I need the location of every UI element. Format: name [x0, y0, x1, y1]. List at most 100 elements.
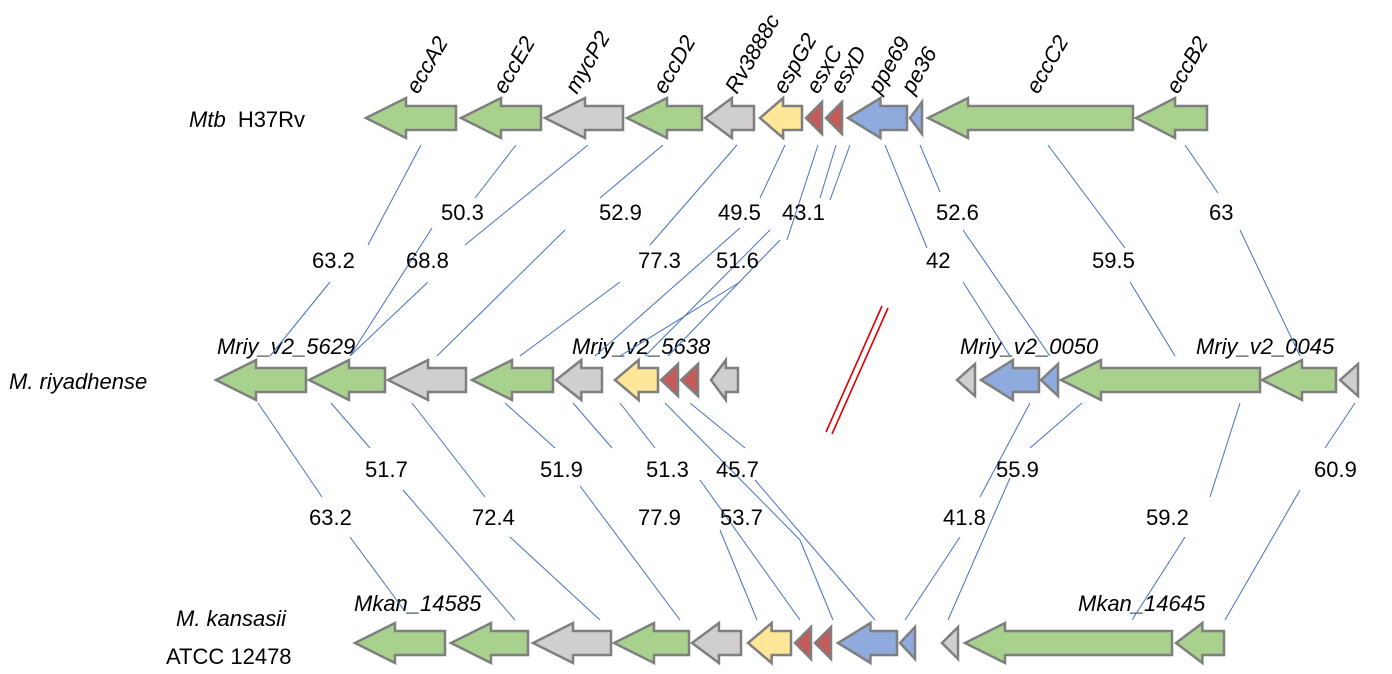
- connector-line: [689, 402, 746, 449]
- organism-label-kansasii: M. kansasii: [176, 606, 287, 631]
- gene-label-Mriy_v2_5638: Mriy_v2_5638: [572, 334, 711, 359]
- gene-arrow-riy-eccE2: [306, 357, 387, 403]
- connector-line: [1047, 144, 1126, 249]
- gene-arrow-pe36: [908, 98, 924, 138]
- connector-line: [579, 485, 681, 621]
- identity-value: 77.9: [638, 505, 681, 530]
- gene-arrow-riy-mycP2: [385, 357, 468, 403]
- gene-arrow-riy-Rv3888c: [553, 357, 604, 403]
- gene-label-eccC2: eccC2: [1021, 31, 1074, 98]
- gene-arrow-kan-eccB2: [1173, 620, 1226, 666]
- gene-arrow-ppe69: [845, 95, 909, 141]
- gene-arrow-kan-eccE2: [448, 620, 530, 666]
- identity-value: 77.3: [638, 248, 681, 273]
- identity-value: 72.4: [472, 505, 515, 530]
- identity-value: 63: [1209, 200, 1233, 225]
- connector-line: [667, 239, 781, 357]
- identity-value: 49.5: [718, 200, 761, 225]
- gene-arrow-riy-esxC: [659, 361, 680, 399]
- identity-values-bottom: 63.2 51.7 72.4 51.9 77.9 51.3 53.7 45.7 …: [309, 457, 1357, 530]
- ortholog-connectors: [257, 144, 1356, 621]
- connector-line: [754, 479, 876, 621]
- connector-line: [349, 281, 429, 357]
- connector-line: [1131, 536, 1186, 621]
- identity-value: 51.9: [540, 457, 583, 482]
- identity-value: 51.7: [365, 457, 408, 482]
- gene-label-Mkan_14585: Mkan_14585: [354, 591, 482, 616]
- connector-line: [519, 281, 621, 357]
- connector-line: [572, 402, 613, 449]
- kan-gene-labels: Mkan_14585 Mkan_14645: [354, 591, 1206, 616]
- connector-line: [509, 536, 601, 621]
- connector-line: [719, 529, 758, 621]
- connector-line: [367, 144, 422, 246]
- connector-line: [330, 402, 371, 449]
- gene-arrow-kan-eccD2: [611, 620, 691, 666]
- gene-label-eccA2: eccA2: [401, 32, 453, 97]
- gene-label-eccE2: eccE2: [488, 32, 540, 97]
- gene-arrow-riy-esxD: [679, 361, 700, 399]
- identity-value: 50.3: [441, 200, 484, 225]
- organism-mtb-name: Mtb: [189, 107, 226, 132]
- connector-line: [644, 229, 771, 357]
- organism-label-mtb: Mtb H37Rv: [189, 107, 305, 132]
- identity-value: 60.9: [1314, 457, 1357, 482]
- gene-arrow-kan-extra: [940, 623, 960, 663]
- gene-arrow-riy-pe36: [1039, 361, 1060, 399]
- connector-line: [1029, 402, 1083, 449]
- connector-line: [504, 402, 556, 449]
- identity-value: 45.7: [716, 457, 759, 482]
- connector-line: [619, 281, 741, 357]
- connector-line: [1324, 402, 1356, 449]
- identity-value: 59.2: [1146, 505, 1189, 530]
- organism-mtb-strain: H37Rv: [238, 107, 305, 132]
- gene-label-mycP2: mycP2: [560, 27, 615, 98]
- identity-value: 53.7: [720, 505, 763, 530]
- connector-line: [919, 144, 941, 193]
- riy-gene-labels: Mriy_v2_5629 Mriy_v2_5638 Mriy_v2_0050 M…: [217, 334, 1335, 359]
- connector-line: [699, 479, 801, 621]
- identity-value: 63.2: [309, 505, 352, 530]
- sequence-break-marker: [825, 305, 889, 435]
- connector-line: [962, 281, 1011, 357]
- gene-arrow-kan-ppe69: [835, 620, 899, 666]
- gene-arrow-kan-espG2: [746, 620, 793, 666]
- connector-line: [257, 402, 323, 498]
- identity-value: 59.5: [1092, 248, 1135, 273]
- gene-arrow-esxD: [824, 98, 844, 138]
- gene-arrow-riy-extra2: [955, 361, 977, 399]
- gene-arrow-kan-esxC: [793, 623, 813, 663]
- organism-label-riyadhense: M. riyadhense: [9, 369, 147, 394]
- gene-label-Mriy_v2_0050: Mriy_v2_0050: [960, 334, 1099, 359]
- gene-arrow-eccD2: [624, 95, 704, 141]
- connector-line: [594, 227, 741, 357]
- mtb-gene-labels: eccA2 eccE2 mycP2 eccD2 Rv3888c espG2 es…: [401, 10, 1213, 99]
- gene-arrow-riy-eccB2: [1259, 357, 1338, 403]
- gene-arrow-riy-extra3: [1338, 361, 1360, 399]
- identity-value: 52.9: [599, 200, 642, 225]
- connector-line: [1129, 281, 1176, 357]
- gene-label-Mriy_v2_5629: Mriy_v2_5629: [217, 334, 355, 359]
- identity-value: 68.8: [406, 248, 449, 273]
- connector-line: [349, 227, 433, 357]
- connector-line: [349, 536, 405, 611]
- gene-arrow-esxC: [804, 98, 824, 138]
- connector-line: [786, 144, 819, 241]
- gene-arrow-eccC2: [925, 95, 1135, 141]
- gene-label-eccD2: eccD2: [648, 31, 701, 98]
- gene-label-Mriy_v2_0045: Mriy_v2_0045: [1196, 334, 1335, 359]
- gene-arrow-riy-extra: [709, 356, 740, 404]
- connector-line: [1209, 402, 1241, 498]
- identity-value: 52.6: [936, 200, 979, 225]
- connector-line: [759, 144, 786, 199]
- connector-line: [474, 144, 517, 199]
- gene-arrow-riy-ppe69: [978, 357, 1041, 403]
- break-line: [825, 305, 883, 433]
- gene-arrow-eccE2: [458, 95, 543, 141]
- kansasii-gene-track: [352, 620, 1226, 666]
- mtb-gene-track: [363, 95, 1209, 141]
- connector-line: [962, 229, 1051, 357]
- identity-value: 43.1: [782, 200, 825, 225]
- connector-line: [599, 144, 664, 199]
- connector-line: [1239, 229, 1301, 357]
